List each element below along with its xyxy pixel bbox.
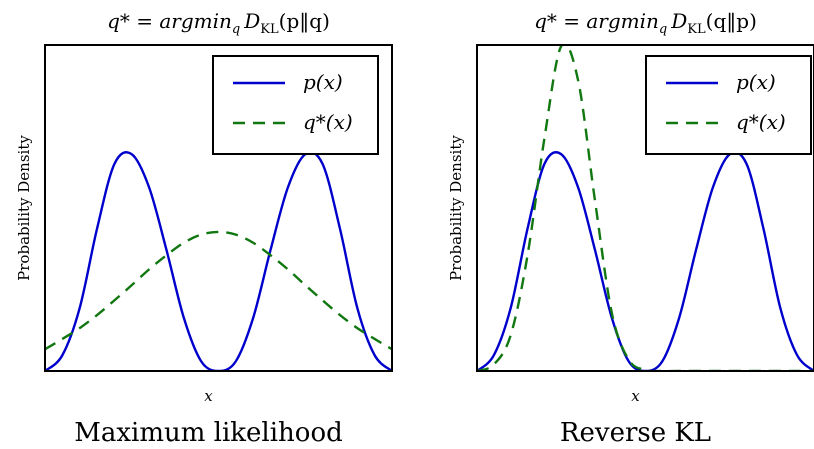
chart-title: q* = argminq DKL(p‖q) [107,9,330,37]
legend: p(x) q*(x) [645,55,812,155]
series-line-p [477,151,814,371]
plot-area [477,45,814,371]
x-axis-label: x [631,387,640,405]
chart-panel-2: q* = argminq DKL(q‖p) Probability Density x… [447,9,814,448]
axes-frame [476,44,814,372]
axes-frame [44,44,393,372]
y-axis-label: Probability Density [447,135,465,281]
panel-caption: Maximum likelihood [74,418,343,448]
series-line-q-star [477,45,814,371]
chart-panel-1: q* = argminq DKL(p‖q) Probability Density x… [15,9,393,448]
legend: p(x) q*(x) [212,55,379,155]
plot-area [45,151,392,371]
chart-title: q* = argminq DKL(q‖p) [534,9,757,37]
panel-caption: Reverse KL [560,418,711,448]
series-line-q-star [45,230,392,351]
legend-label-1: p(x) [736,70,776,94]
legend-box [645,55,812,155]
legend-label-1: p(x) [303,70,343,94]
y-axis-label: Probability Density [15,135,33,281]
legend-label-2: q*(x) [736,110,786,134]
x-axis-label: x [204,387,213,405]
series-line-p [45,151,392,371]
legend-label-2: q*(x) [303,110,353,134]
legend-box [212,55,379,155]
